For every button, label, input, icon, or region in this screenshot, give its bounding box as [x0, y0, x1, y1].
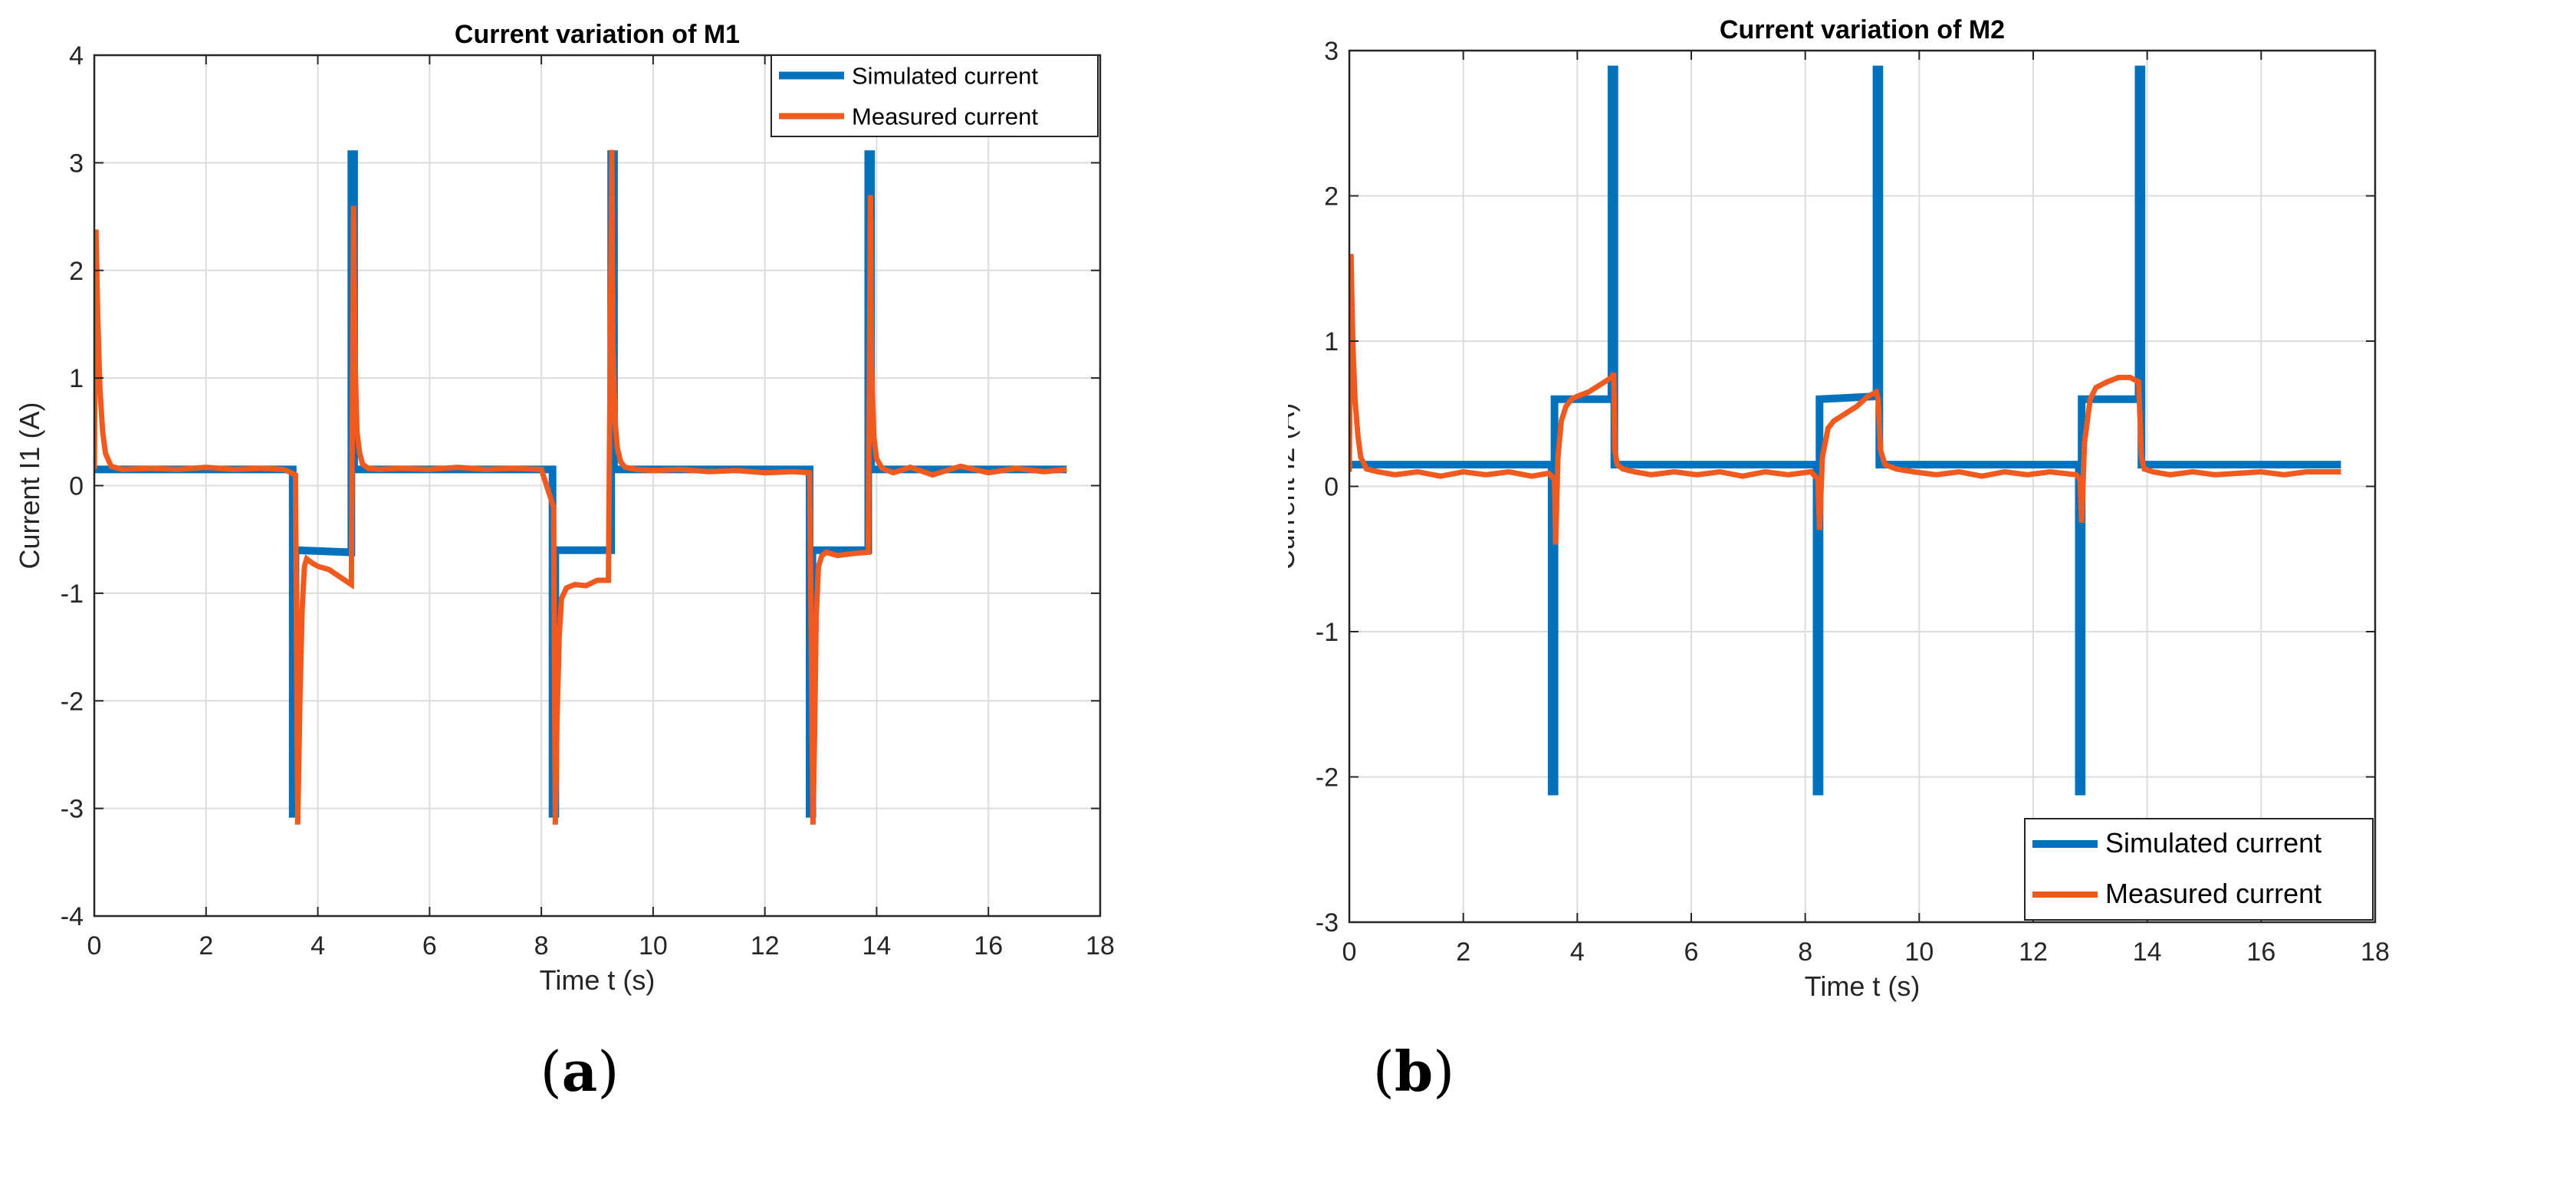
caption-a-letter: a [561, 1039, 598, 1104]
y-tick-label: 0 [69, 472, 84, 501]
y-tick-label: 1 [1324, 327, 1339, 356]
caption-b-open: ( [1372, 1039, 1395, 1104]
caption-a-close: ) [597, 1039, 619, 1104]
legend-entry-label: Simulated current [2105, 827, 2321, 859]
y-tick-label: 2 [69, 257, 84, 286]
y-tick-label: 4 [69, 41, 84, 71]
x-axis-label: Time t (s) [1805, 970, 1921, 1002]
legend: Simulated current Measured current [770, 54, 1099, 137]
y-tick-label: 2 [1324, 182, 1339, 212]
legend-entry-label: Measured current [2105, 878, 2321, 909]
x-axis-label: Time t (s) [540, 964, 656, 996]
y-tick-label: -4 [61, 902, 84, 931]
x-tick-label: 0 [1342, 938, 1357, 967]
y-tick-label: -3 [61, 795, 84, 824]
y-tick-label: 1 [69, 364, 84, 393]
y-tick-label: -1 [61, 580, 84, 609]
legend: Simulated current Measured current [2024, 818, 2374, 921]
chart-title: Current variation of M1 [455, 20, 740, 49]
chart-title: Current variation of M2 [1720, 15, 2005, 44]
x-tick-label: 18 [2361, 938, 2390, 967]
chart-panel-b: 0 2 4 6 8 10 12 14 16 18 3 2 1 0 -1 -2 -3 Current variati… [1269, 0, 2576, 1192]
x-tick-label: 2 [1456, 938, 1470, 967]
legend-entry-label: Measured current [852, 103, 1038, 130]
y-tick-label: 3 [69, 149, 84, 178]
caption-a-open: ( [540, 1039, 562, 1104]
legend-box [2024, 818, 2374, 921]
y-tick-label: -2 [61, 687, 84, 716]
x-tick-label: 2 [199, 931, 213, 960]
y-axis-label: Current I1 (A) [14, 402, 45, 569]
x-tick-label: 6 [422, 931, 437, 960]
x-tick-label: 14 [863, 931, 892, 960]
caption-b-close: ) [1433, 1039, 1455, 1104]
x-tick-label: 16 [974, 931, 1003, 960]
x-tick-label: 10 [639, 931, 668, 960]
x-tick-label: 16 [2246, 938, 2275, 967]
x-tick-label: 14 [2133, 938, 2162, 967]
y-tick-label: 0 [1324, 473, 1339, 502]
measured-current-line [1349, 254, 2341, 545]
y-tick-label: -1 [1316, 618, 1339, 647]
simulated-current-line [1349, 65, 2341, 796]
chart-panel-a: 0 2 4 6 8 10 12 14 16 18 4 3 2 1 0 -1 -2 -3 -4 Current vari… [14, 20, 1115, 996]
x-tick-label: 10 [1904, 938, 1934, 967]
caption-a: (a) [465, 1039, 695, 1104]
x-tick-label: 0 [87, 931, 102, 960]
x-tick-label: 12 [2019, 938, 2048, 967]
x-tick-label: 4 [1570, 938, 1585, 967]
x-tick-label: 8 [1798, 938, 1812, 967]
measured-current-line [94, 149, 1067, 825]
legend-box [770, 54, 1099, 137]
caption-b-letter: b [1394, 1039, 1434, 1104]
caption-b: (b) [1299, 1039, 1529, 1104]
x-tick-label: 18 [1086, 931, 1115, 960]
x-tick-label: 12 [751, 931, 780, 960]
legend-entry-label: Simulated current [852, 63, 1038, 90]
y-tick-label: -2 [1316, 763, 1339, 793]
x-tick-label: 4 [310, 931, 325, 960]
y-tick-label: 3 [1324, 37, 1339, 66]
y-axis-label: Current I2 (A) [1288, 402, 1300, 570]
simulated-current-line [94, 150, 1067, 818]
x-tick-label: 8 [534, 931, 549, 960]
y-tick-label: -3 [1316, 908, 1339, 938]
x-tick-label: 6 [1684, 938, 1699, 967]
